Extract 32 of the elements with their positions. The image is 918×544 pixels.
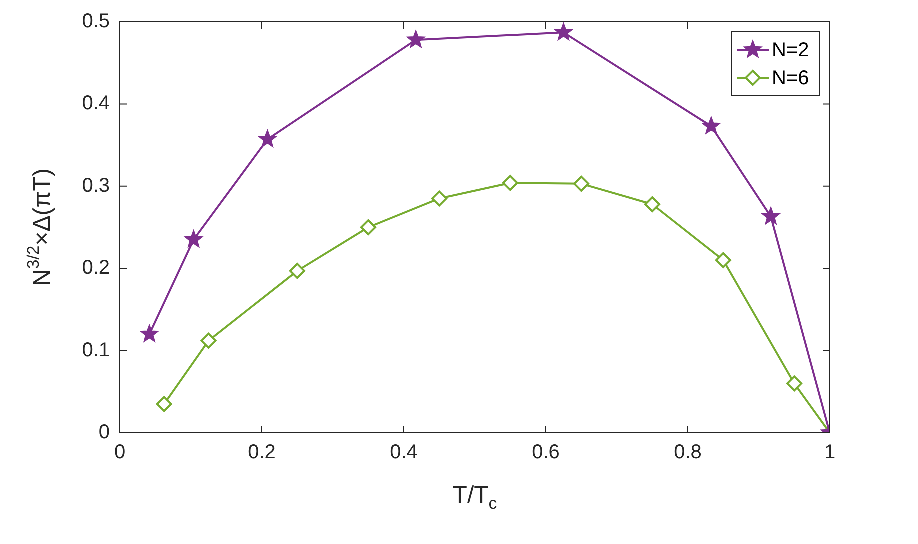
point [258,130,277,148]
y-tick-label: 0 [98,422,110,444]
point [156,396,172,412]
point [716,252,732,268]
x-tick-label: 1 [824,442,836,464]
y-tick-label: 0.4 [82,92,110,115]
legend-label: N=2 [772,40,810,62]
point [762,207,780,225]
point [290,263,306,280]
point [200,332,217,349]
point [786,376,802,392]
x-tick-label: 0 [114,442,126,464]
legend-label: N=6 [772,68,810,90]
x-tick-label: 0.2 [248,442,276,464]
x-tick-label: 0.8 [674,442,702,464]
point [554,23,573,41]
x-tick-label: 0.4 [390,442,418,464]
point [360,220,376,236]
point [406,30,426,48]
y-tick-label: 0.3 [82,174,110,197]
y-tick-label: 0.1 [82,339,110,362]
y-tick-label: 0.2 [82,257,110,280]
point [502,175,518,192]
y-tick-label: 0.5 [82,10,110,33]
point [184,230,203,248]
x-tick-label: 0.6 [532,442,560,464]
point [140,324,159,342]
point [432,190,448,207]
point [574,176,590,192]
point [644,196,660,212]
point [702,116,721,134]
y-axis-title: N3/2×Δ(πT) [24,168,56,286]
